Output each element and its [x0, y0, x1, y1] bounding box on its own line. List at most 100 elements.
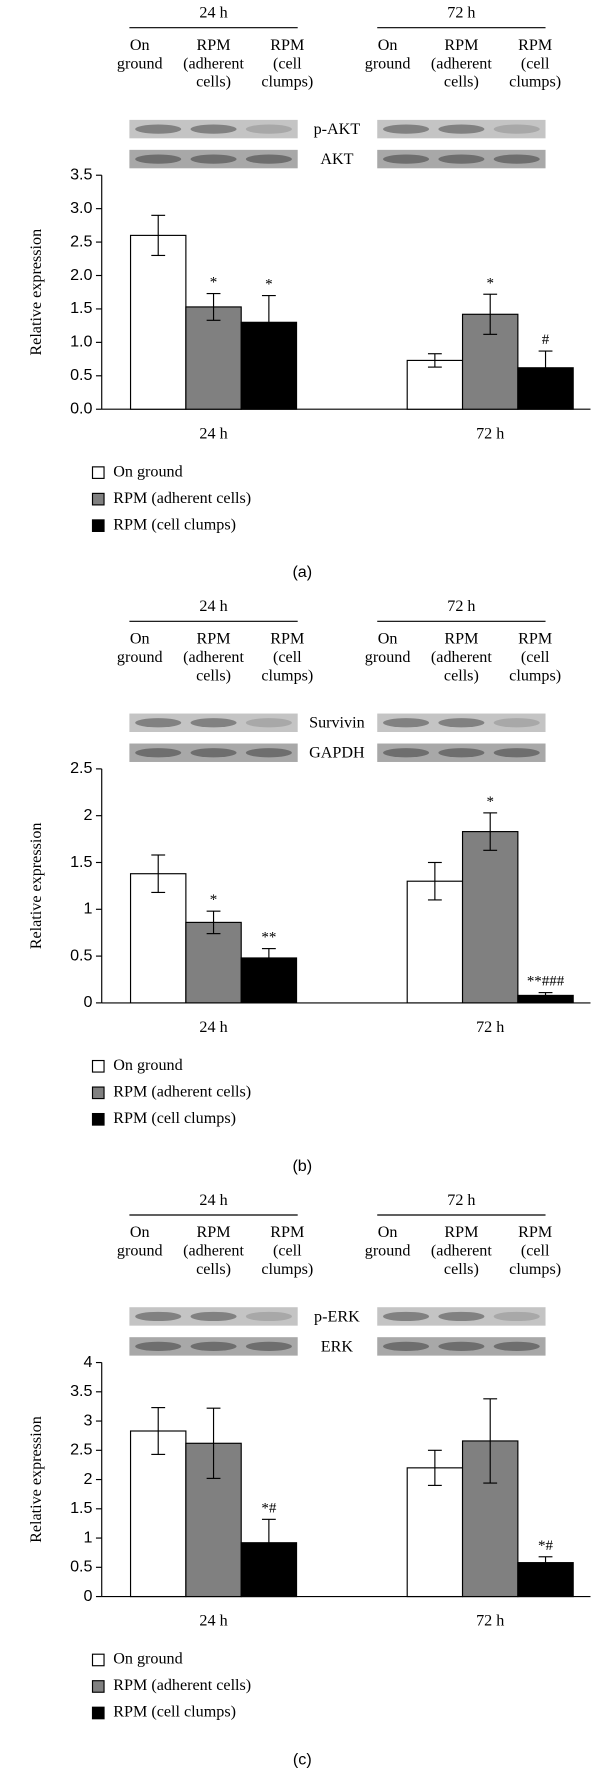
legend-label: On ground: [113, 463, 182, 480]
x-tick-label: 72 h: [476, 1613, 504, 1630]
y-tick-label: 1.0: [70, 333, 92, 351]
y-axis-title: Relative expression: [28, 229, 45, 356]
blot-band: [493, 154, 540, 164]
blot-row-label: AKT: [320, 151, 353, 168]
y-tick-label: 0.5: [70, 366, 92, 384]
blot-lane-label: RPM: [270, 630, 304, 647]
blot-group-label: 72 h: [447, 598, 475, 615]
significance-label: *#: [538, 1538, 553, 1554]
blot-lane-label: (cell: [273, 649, 302, 666]
significance-label: #: [542, 332, 550, 348]
legend-swatch: [91, 492, 105, 506]
blot-lane-label: RPM: [444, 630, 478, 647]
blot-band: [438, 1341, 485, 1352]
blot-row-label: p-AKT: [314, 121, 361, 138]
blot-band: [190, 1341, 237, 1352]
blot-band: [135, 1311, 182, 1322]
blot-lane-label: RPM: [444, 37, 478, 54]
blot-lane-label: RPM: [197, 37, 231, 54]
x-tick-label: 24 h: [199, 1613, 227, 1630]
blot-group-label: 72 h: [447, 5, 475, 22]
bar: [129, 234, 187, 410]
blot-row-label: Survivin: [309, 715, 365, 732]
blot-lane-label: (cell: [521, 649, 550, 666]
legend-swatch: [91, 1653, 105, 1667]
y-tick-label: 2.0: [70, 266, 92, 284]
panel-label: (b): [292, 1157, 312, 1175]
blot-band: [382, 1311, 430, 1322]
blot-lane-label: RPM: [197, 1224, 231, 1241]
legend-label: RPM (adherent cells): [113, 1084, 251, 1101]
legend-label: RPM (adherent cells): [113, 490, 251, 507]
significance-label: **: [261, 930, 276, 946]
blot-band: [382, 124, 430, 134]
blot-band: [382, 748, 430, 758]
y-tick-label: 3.5: [70, 165, 92, 183]
legend-label: RPM (cell clumps): [113, 1704, 236, 1721]
y-axis-title: Relative expression: [28, 823, 45, 950]
bar: [406, 880, 464, 1004]
blot-lane-label: On: [378, 630, 398, 647]
blot-lane-label: (adherent: [431, 649, 492, 666]
blot-group-label: 24 h: [199, 598, 227, 615]
blot-band: [493, 124, 540, 134]
x-tick-label: 72 h: [476, 425, 504, 442]
blot-lane-label: cells): [444, 74, 479, 91]
blot-band: [382, 154, 430, 164]
significance-label: *: [486, 794, 493, 810]
blot-band: [135, 1341, 182, 1352]
y-tick-label: 2.5: [70, 1441, 92, 1459]
legend-swatch: [91, 1059, 105, 1073]
blot-lane-label: clumps): [261, 1261, 313, 1278]
blot-lane-label: (cell: [521, 55, 550, 72]
blot-lane-label: On: [130, 1224, 150, 1241]
blot-lane-label: RPM: [197, 630, 231, 647]
legend-swatch: [91, 519, 105, 532]
blot-band: [190, 154, 237, 164]
blot-lane-label: RPM: [518, 630, 552, 647]
legend-swatch: [91, 466, 105, 479]
blot-band: [493, 1341, 540, 1352]
blot-lane-label: clumps): [261, 74, 313, 91]
blot-lane-label: clumps): [509, 667, 561, 684]
blot-band: [438, 154, 485, 164]
bar: [461, 831, 519, 1004]
blot-lane-label: RPM: [518, 1224, 552, 1241]
blot-band: [245, 124, 292, 134]
blot-lane-label: RPM: [270, 1224, 304, 1241]
blot-lane-label: ground: [365, 649, 411, 666]
y-tick-label: 0: [84, 993, 93, 1011]
legend-label: RPM (adherent cells): [113, 1677, 251, 1694]
blot-band: [245, 718, 292, 728]
blot-lane-label: On: [130, 630, 150, 647]
blot-band: [493, 718, 540, 728]
panel-label: (a): [292, 563, 312, 581]
blot-lane-label: (adherent: [183, 649, 244, 666]
blot-band: [190, 1311, 237, 1322]
blot-lane-label: RPM: [270, 37, 304, 54]
blot-band: [438, 1311, 485, 1322]
legend-label: On ground: [113, 1057, 182, 1074]
y-tick-label: 4: [84, 1353, 93, 1371]
legend-label: RPM (cell clumps): [113, 516, 236, 533]
blot-lane-label: clumps): [509, 1261, 561, 1278]
blot-band: [135, 748, 182, 758]
y-tick-label: 2: [84, 806, 93, 824]
significance-label: *: [210, 275, 217, 291]
y-tick-label: 1: [84, 1528, 93, 1546]
y-tick-label: 0.0: [70, 399, 92, 417]
significance-label: *: [265, 277, 272, 293]
blot-band: [245, 1311, 292, 1322]
blot-lane-label: cells): [444, 667, 479, 684]
bar: [129, 873, 187, 1004]
blot-band: [438, 718, 485, 728]
y-tick-label: 1.5: [70, 853, 92, 871]
x-tick-label: 24 h: [199, 425, 227, 442]
legend-swatch: [91, 1112, 105, 1126]
x-tick-label: 72 h: [476, 1019, 504, 1036]
blot-band: [493, 748, 540, 758]
blot-group-label: 24 h: [199, 1192, 227, 1209]
bar: [129, 1430, 187, 1598]
blot-band: [438, 124, 485, 134]
